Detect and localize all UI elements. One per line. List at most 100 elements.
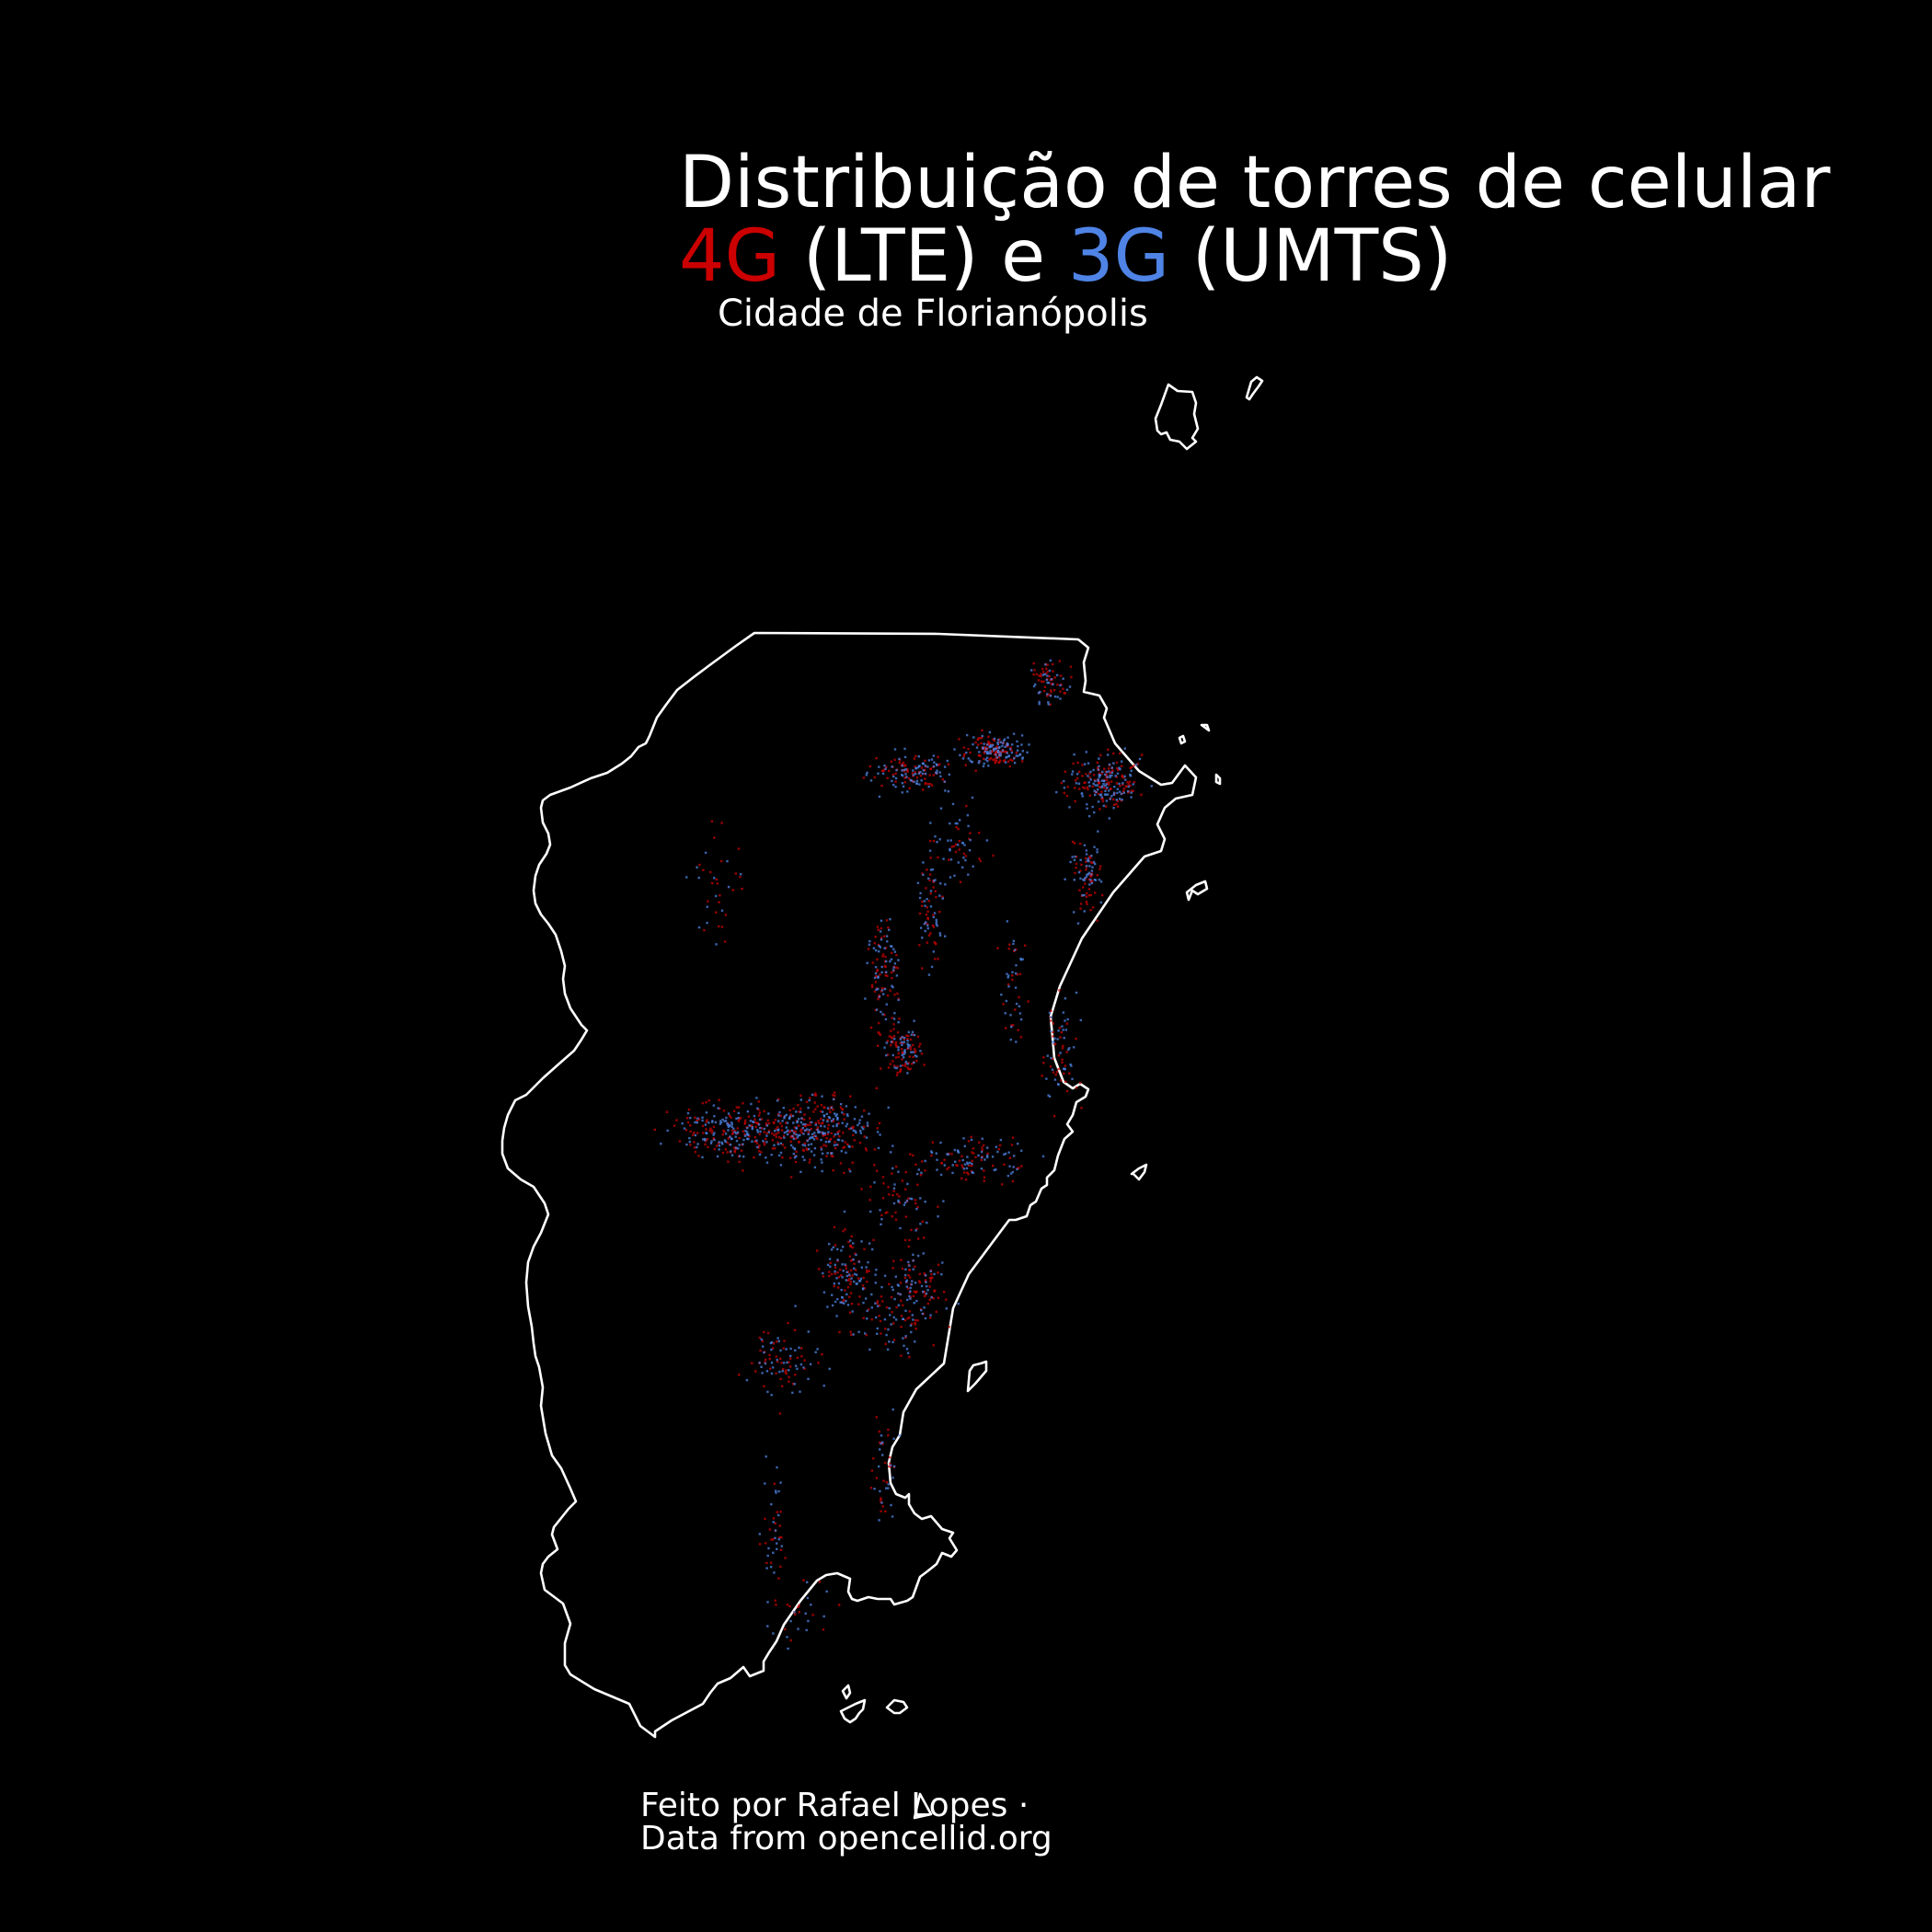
umts-3g-point xyxy=(883,1318,887,1321)
lte-4g-point xyxy=(1098,772,1101,775)
umts-3g-point xyxy=(716,1155,719,1158)
lte-4g-point xyxy=(980,742,983,745)
lte-4g-point xyxy=(876,1302,879,1305)
umts-3g-point xyxy=(904,773,907,776)
lte-4g-point xyxy=(837,1275,841,1279)
umts-3g-point xyxy=(738,1155,742,1157)
umts-3g-point xyxy=(913,1302,915,1305)
lte-4g-point xyxy=(736,1132,740,1135)
umts-3g-point xyxy=(922,873,925,877)
umts-3g-point xyxy=(880,989,884,992)
umts-3g-point xyxy=(1051,1068,1054,1071)
lte-4g-point xyxy=(1088,794,1092,797)
umts-3g-point xyxy=(885,1053,888,1057)
umts-3g-point xyxy=(927,759,931,762)
umts-3g-point xyxy=(891,765,893,768)
lte-4g-point xyxy=(889,1455,891,1459)
umts-3g-point xyxy=(1055,790,1058,794)
lte-4g-point xyxy=(879,1441,881,1444)
lte-4g-point xyxy=(774,1119,777,1121)
lte-4g-point xyxy=(848,1278,851,1281)
lte-4g-point xyxy=(993,739,996,742)
lte-4g-point xyxy=(1050,683,1052,685)
umts-3g-point xyxy=(1012,942,1015,946)
umts-3g-point xyxy=(734,1135,737,1138)
umts-3g-point xyxy=(1086,873,1088,876)
lte-4g-point xyxy=(876,1300,880,1303)
lte-4g-point xyxy=(890,971,893,974)
umts-3g-point xyxy=(776,1143,780,1145)
lte-4g-point xyxy=(1098,808,1101,811)
umts-3g-point xyxy=(993,747,995,751)
lte-4g-point xyxy=(888,1193,891,1196)
umts-3g-point xyxy=(1053,1037,1056,1040)
lte-4g-point xyxy=(710,1131,713,1134)
lte-4g-point xyxy=(1116,799,1119,802)
lte-4g-point xyxy=(713,836,716,839)
umts-3g-point xyxy=(890,1041,893,1043)
lte-4g-point xyxy=(742,1169,744,1172)
lte-4g-point xyxy=(841,1108,844,1110)
umts-3g-point xyxy=(915,779,919,783)
lte-4g-point xyxy=(992,758,995,761)
umts-3g-point xyxy=(765,1161,769,1164)
lte-4g-point xyxy=(779,1377,782,1381)
umts-3g-point xyxy=(1012,1166,1015,1168)
lte-4g-point xyxy=(924,777,926,780)
lte-4g-point xyxy=(748,1134,751,1138)
lte-4g-point xyxy=(1053,1042,1057,1045)
umts-3g-point xyxy=(830,1248,834,1251)
umts-3g-point xyxy=(791,1146,795,1149)
lte-4g-point xyxy=(876,1127,879,1130)
lte-4g-point xyxy=(1052,1115,1056,1118)
umts-3g-point xyxy=(939,1173,943,1177)
umts-3g-point xyxy=(860,1266,863,1269)
lte-4g-point xyxy=(734,872,737,875)
lte-4g-point xyxy=(899,1037,902,1040)
lte-4g-point xyxy=(904,1188,907,1190)
umts-3g-point xyxy=(1056,673,1059,677)
umts-3g-point xyxy=(785,1113,788,1117)
lte-4g-point xyxy=(905,1034,908,1037)
umts-3g-point xyxy=(899,1038,903,1041)
umts-3g-point xyxy=(916,765,920,769)
umts-3g-point xyxy=(751,1126,753,1129)
lte-4g-point xyxy=(794,1130,797,1133)
umts-3g-point xyxy=(833,1098,835,1101)
lte-4g-point xyxy=(925,1294,927,1296)
lte-4g-point xyxy=(890,1029,892,1032)
umts-3g-point xyxy=(706,905,708,908)
umts-3g-point xyxy=(730,1125,733,1129)
lte-4g-point xyxy=(1110,788,1112,790)
lte-4g-point xyxy=(764,1358,767,1362)
umts-3g-point xyxy=(855,1282,857,1285)
lte-4g-point xyxy=(795,1137,798,1140)
lte-4g-point xyxy=(761,1340,765,1342)
lte-4g-point xyxy=(858,1142,862,1144)
umts-3g-point xyxy=(714,1121,718,1124)
umts-3g-point xyxy=(887,1487,890,1489)
islet-south-3 xyxy=(885,1698,909,1715)
lte-4g-point xyxy=(1006,760,1010,763)
umts-3g-point xyxy=(793,1383,796,1386)
lte-4g-point xyxy=(889,1466,891,1468)
umts-3g-point xyxy=(966,1163,970,1166)
umts-3g-point xyxy=(789,1144,793,1147)
lte-4g-point xyxy=(1061,1058,1064,1061)
umts-3g-point xyxy=(836,1248,839,1251)
lte-4g-point xyxy=(1122,788,1125,790)
umts-3g-point xyxy=(795,1133,798,1136)
umts-3g-point xyxy=(901,774,904,777)
umts-3g-point xyxy=(891,1053,894,1057)
umts-3g-point xyxy=(906,1044,910,1047)
lte-4g-point xyxy=(915,1059,918,1063)
lte-4g-point xyxy=(830,1155,833,1157)
lte-4g-point xyxy=(1112,798,1115,801)
lte-4g-point xyxy=(1018,995,1020,999)
umts-3g-point xyxy=(999,741,1003,743)
lte-4g-point xyxy=(1089,909,1092,912)
lte-4g-point xyxy=(828,1271,831,1273)
umts-3g-point xyxy=(821,1169,823,1173)
umts-3g-point xyxy=(1084,763,1087,765)
umts-3g-point xyxy=(841,1139,844,1143)
